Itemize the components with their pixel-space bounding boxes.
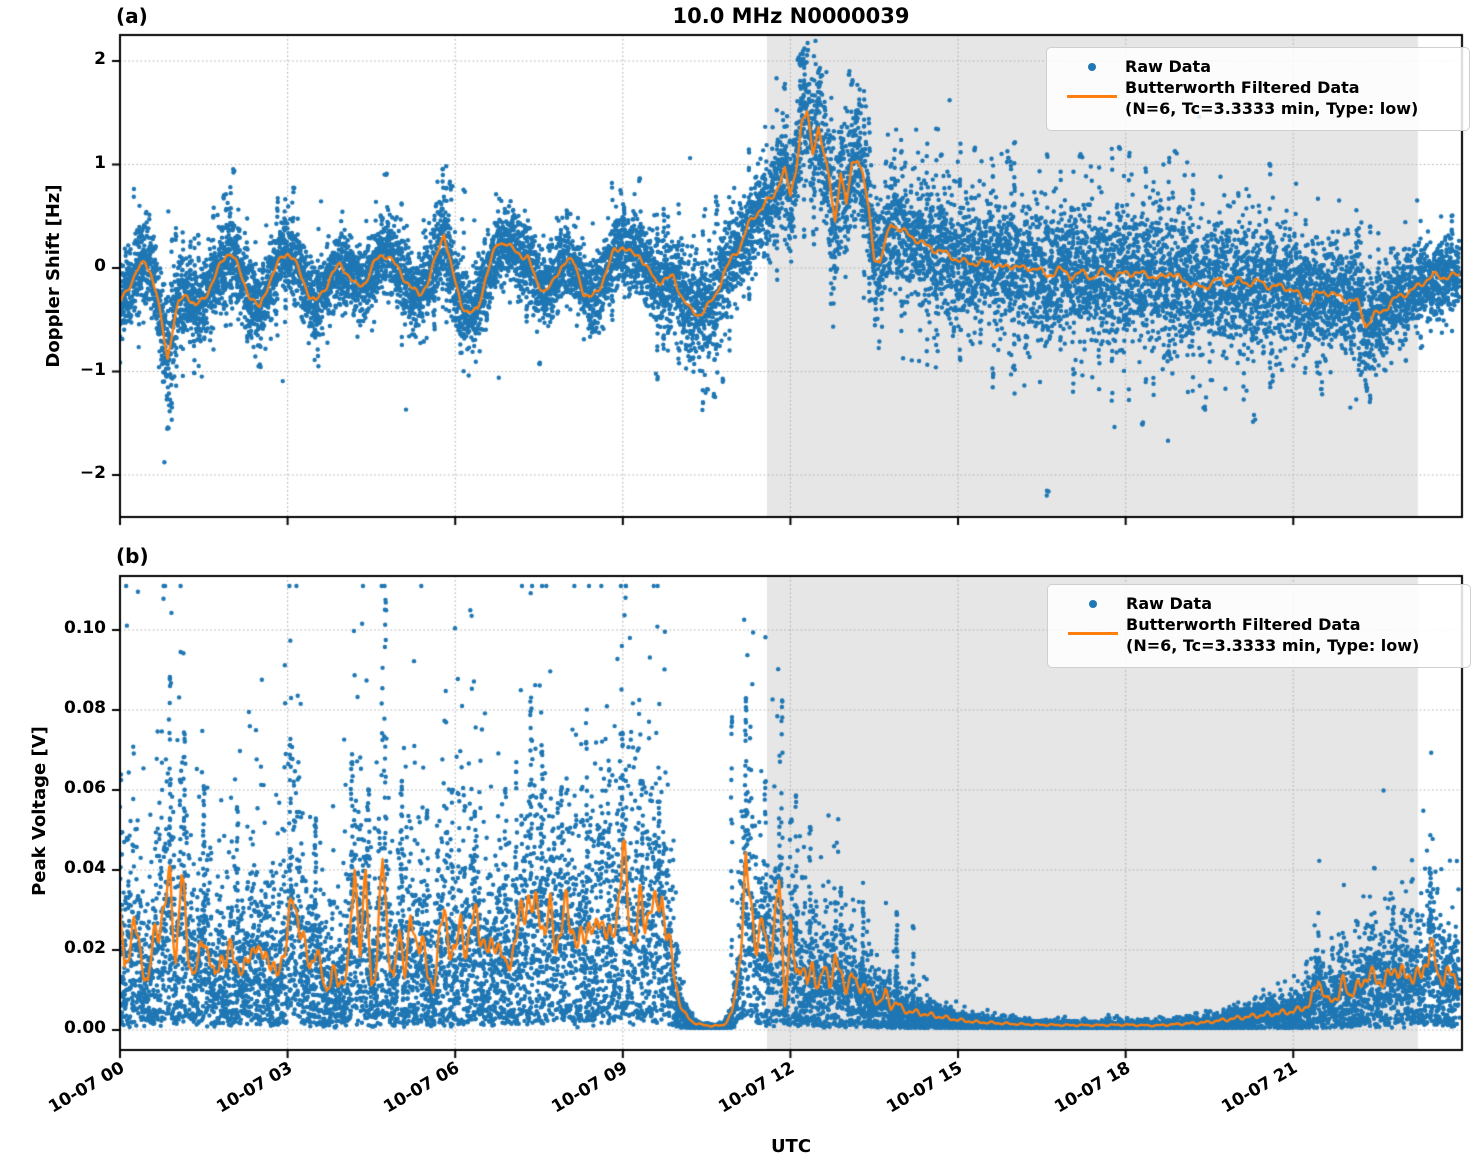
raw-data-marker-icon [1059, 56, 1125, 71]
ytick-label-a: 2 [94, 49, 106, 69]
legend-filtered-line1: Butterworth Filtered Data [1125, 78, 1360, 98]
legend-filtered-line2: (N=6, Tc=3.3333 min, Type: low) [1126, 636, 1420, 656]
legend-row-raw: Raw Data [1060, 593, 1456, 614]
legend-row-filtered: Butterworth Filtered Data (N=6, Tc=3.3333… [1060, 614, 1456, 656]
ytick-label-b: 0.08 [64, 698, 106, 718]
legend-raw-label: Raw Data [1126, 594, 1212, 613]
ytick-label-a: −1 [79, 359, 106, 380]
legend-row-raw: Raw Data [1059, 56, 1455, 77]
legend-row-filtered: Butterworth Filtered Data (N=6, Tc=3.3333… [1059, 77, 1455, 119]
panel-b-tag: (b) [116, 544, 149, 568]
ytick-label-a: 1 [94, 152, 106, 173]
ytick-label-a: 0 [94, 256, 106, 276]
ytick-label-b: 0.06 [64, 778, 106, 798]
legend-filtered-line1: Butterworth Filtered Data [1126, 615, 1361, 635]
legend-filtered-label: Butterworth Filtered Data (N=6, Tc=3.3333… [1126, 614, 1419, 656]
legend-panel-a: Raw Data Butterworth Filtered Data (N=6, … [1046, 47, 1470, 131]
raw-data-marker-icon [1060, 593, 1126, 608]
legend-raw-label: Raw Data [1125, 57, 1211, 76]
filtered-line-marker-icon [1059, 77, 1125, 99]
ytick-label-b: 0.02 [64, 938, 106, 958]
ytick-label-b: 0.04 [64, 858, 106, 878]
legend-filtered-label: Butterworth Filtered Data (N=6, Tc=3.3333… [1125, 77, 1418, 119]
ytick-label-b: 0.00 [64, 1018, 106, 1038]
ytick-label-b: 0.10 [64, 618, 106, 638]
filtered-line-marker-icon [1060, 614, 1126, 636]
figure-title: 10.0 MHz N0000039 [672, 4, 910, 28]
panel-a-tag: (a) [116, 4, 148, 28]
x-axis-label: UTC [770, 1136, 812, 1157]
legend-panel-b: Raw Data Butterworth Filtered Data (N=6, … [1047, 584, 1471, 668]
legend-filtered-line2: (N=6, Tc=3.3333 min, Type: low) [1125, 99, 1419, 119]
ytick-label-a: −2 [79, 463, 106, 483]
